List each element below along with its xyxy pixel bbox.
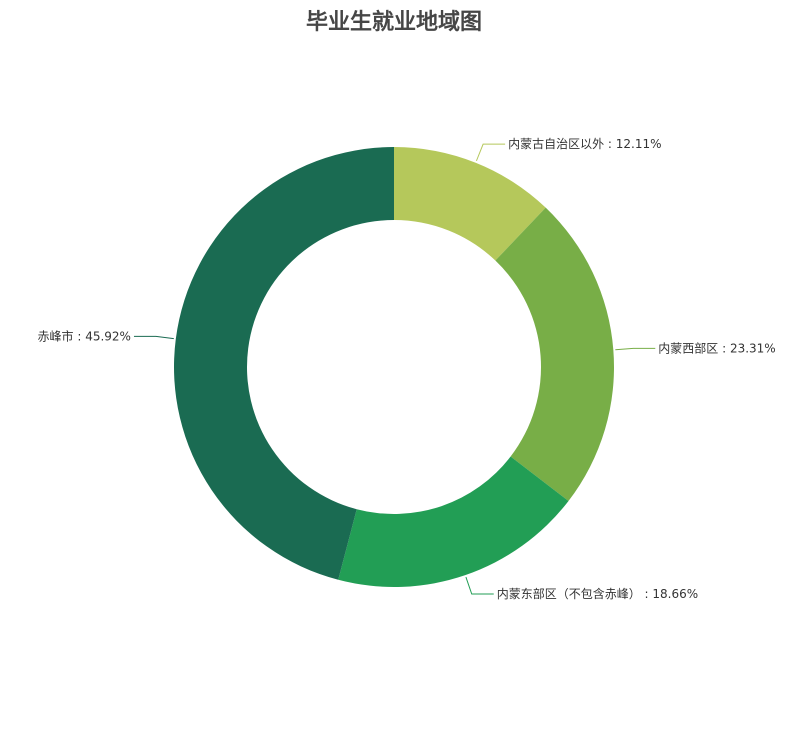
leader-line-3 <box>133 335 174 340</box>
slice-2[interactable] <box>338 456 569 587</box>
slice-label-3: 赤峰市 : 45.92% <box>38 328 131 343</box>
leader-line-0 <box>475 143 506 162</box>
chart-title: 毕业生就业地域图 <box>305 10 482 35</box>
leader-line-2 <box>465 576 494 595</box>
slice-3[interactable] <box>174 147 394 580</box>
slice-1[interactable] <box>495 207 615 501</box>
leader-line-1 <box>615 347 656 351</box>
slice-0[interactable] <box>394 147 546 261</box>
slice-label-2: 内蒙东部区（不包含赤峰） : 18.66% <box>497 586 698 601</box>
slice-label-0: 内蒙古自治区以外 : 12.11% <box>508 136 661 151</box>
slice-label-1: 内蒙西部区 : 23.31% <box>658 340 775 355</box>
